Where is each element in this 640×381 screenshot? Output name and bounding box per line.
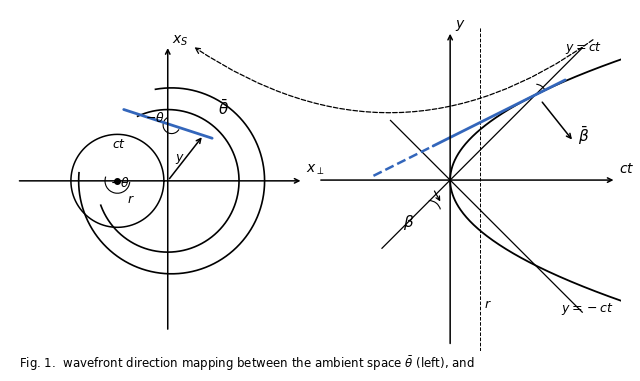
Text: $ct$: $ct$ <box>619 162 634 176</box>
Text: $r$: $r$ <box>127 192 135 205</box>
Text: $\beta$: $\beta$ <box>403 213 415 232</box>
Text: $\bar{\beta}$: $\bar{\beta}$ <box>578 125 589 147</box>
Text: $\bar{\theta}$: $\bar{\theta}$ <box>218 99 229 118</box>
Text: $r$: $r$ <box>484 298 492 311</box>
Text: $ct$: $ct$ <box>112 138 126 151</box>
Text: $x_\perp$: $x_\perp$ <box>306 163 324 177</box>
Text: Fig. 1.  wavefront direction mapping between the ambient space $\bar{\theta}$ (l: Fig. 1. wavefront direction mapping betw… <box>19 355 475 373</box>
Text: $y = -ct$: $y = -ct$ <box>561 301 614 317</box>
Text: $y$: $y$ <box>175 152 186 166</box>
Text: $-\theta$: $-\theta$ <box>109 176 129 190</box>
Text: $y$: $y$ <box>455 19 466 34</box>
Text: $x_S$: $x_S$ <box>172 33 189 48</box>
Text: $y = ct$: $y = ct$ <box>565 40 602 56</box>
Text: $-\theta$: $-\theta$ <box>145 111 164 125</box>
